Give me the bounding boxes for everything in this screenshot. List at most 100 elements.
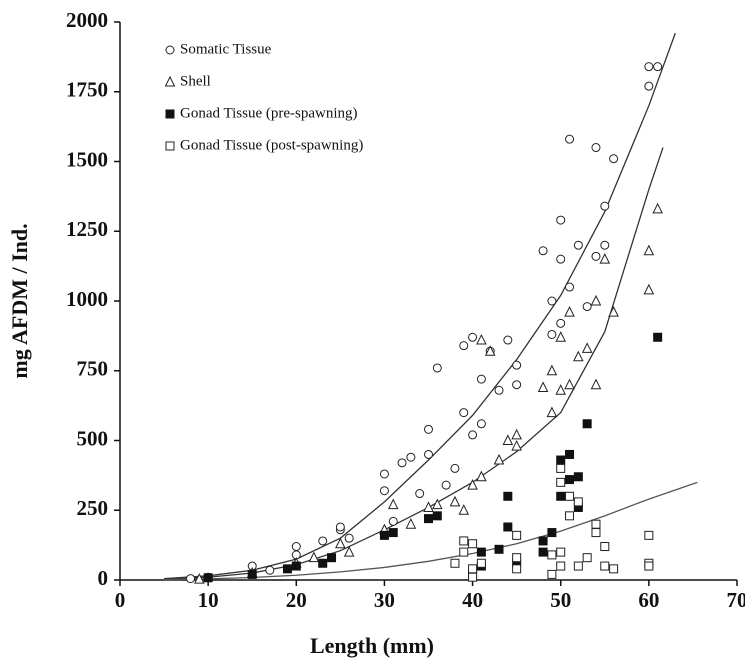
point <box>591 519 601 529</box>
point <box>502 434 514 445</box>
point <box>468 572 478 582</box>
point <box>565 491 575 501</box>
point <box>344 533 354 543</box>
point <box>600 542 610 552</box>
point <box>503 491 513 501</box>
point <box>547 329 557 339</box>
point <box>512 553 522 563</box>
point <box>556 477 566 487</box>
point <box>164 75 176 87</box>
legend-label: Shell <box>180 73 211 89</box>
point <box>397 458 407 468</box>
point <box>468 539 478 549</box>
point <box>643 244 655 256</box>
point <box>450 463 460 473</box>
x-tick-label: 70 <box>727 588 745 612</box>
point <box>609 154 619 164</box>
point <box>511 439 522 451</box>
point <box>582 302 592 312</box>
x-tick-label: 0 <box>115 588 126 612</box>
fit-line <box>164 147 664 580</box>
point <box>415 489 425 499</box>
point <box>565 511 575 521</box>
point <box>424 449 433 459</box>
point <box>476 547 486 557</box>
point <box>537 381 549 392</box>
point <box>459 341 469 351</box>
point <box>512 380 522 390</box>
point <box>387 498 399 510</box>
point <box>582 553 592 563</box>
point <box>308 551 320 563</box>
point <box>582 419 592 429</box>
y-axis-label: mg AFDM / Ind. <box>7 223 32 378</box>
x-tick-label: 20 <box>286 588 307 612</box>
legend-label: Gonad Tissue (pre-spawning) <box>180 105 358 121</box>
point <box>458 504 470 515</box>
point <box>450 558 460 568</box>
y-tick-label: 0 <box>98 566 109 590</box>
point <box>494 385 504 395</box>
x-tick-label: 50 <box>550 588 571 612</box>
point <box>555 331 567 342</box>
point <box>556 254 566 264</box>
point <box>547 296 557 306</box>
point <box>476 333 487 345</box>
point <box>484 345 496 356</box>
point <box>556 463 566 473</box>
point <box>591 143 601 153</box>
point <box>379 469 389 479</box>
point <box>546 406 558 418</box>
point <box>388 528 398 538</box>
point <box>165 45 175 55</box>
point <box>644 81 654 91</box>
y-tick-label: 2000 <box>66 8 108 32</box>
point <box>653 332 663 342</box>
point <box>556 215 566 225</box>
point <box>573 350 584 362</box>
point <box>565 475 575 485</box>
point <box>476 558 486 568</box>
point <box>388 516 398 526</box>
point <box>247 569 257 579</box>
point <box>291 561 301 571</box>
point <box>556 455 566 465</box>
point <box>609 564 619 574</box>
point <box>538 536 548 546</box>
point <box>556 561 566 571</box>
point <box>476 419 486 429</box>
point <box>203 573 213 583</box>
point <box>468 430 478 440</box>
point <box>432 511 442 521</box>
point <box>476 470 487 482</box>
legend-label: Somatic Tissue <box>180 41 272 57</box>
x-tick-label: 40 <box>462 588 483 612</box>
point <box>599 253 611 264</box>
y-tick-label: 500 <box>77 426 109 450</box>
y-tick-label: 1000 <box>66 287 108 311</box>
point <box>653 62 663 72</box>
point <box>573 472 583 482</box>
y-tick-label: 750 <box>77 357 109 381</box>
point <box>165 109 175 119</box>
point <box>565 282 575 292</box>
point <box>459 547 469 557</box>
point <box>512 564 522 574</box>
point <box>555 384 567 395</box>
point <box>546 364 558 376</box>
point <box>538 547 548 557</box>
point <box>591 251 601 261</box>
point <box>424 514 433 524</box>
point <box>405 518 417 529</box>
point <box>265 565 275 575</box>
point <box>556 547 566 557</box>
point <box>503 522 513 532</box>
point <box>556 491 566 501</box>
point <box>335 537 346 549</box>
point <box>581 342 593 353</box>
point <box>441 480 451 490</box>
point <box>643 283 655 295</box>
point <box>194 573 205 584</box>
point <box>547 550 557 560</box>
